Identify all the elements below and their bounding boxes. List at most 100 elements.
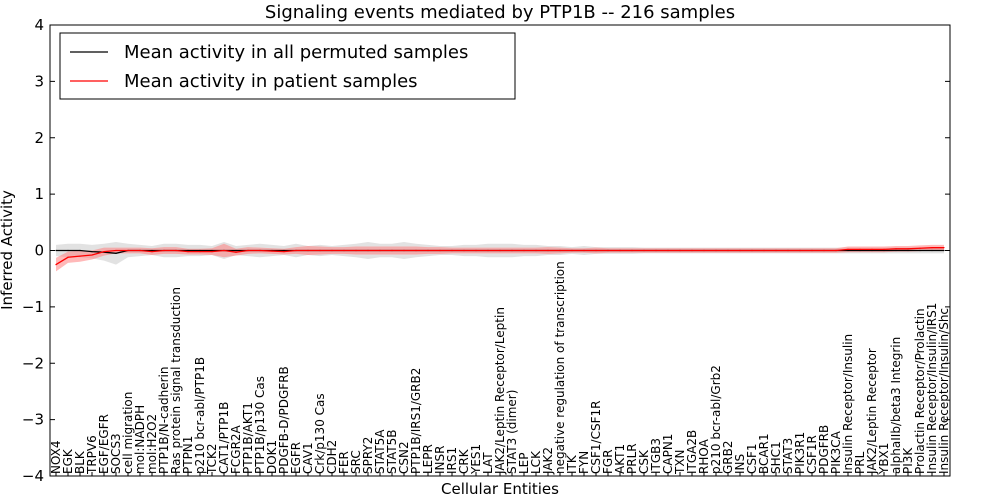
y-tick-label: −4 bbox=[22, 467, 44, 485]
x-tick-label: mol:NADPH bbox=[133, 405, 147, 474]
x-tick-label: JAK2/Leptin Receptor bbox=[865, 348, 879, 475]
series-point-1 bbox=[235, 251, 237, 253]
x-tick-label: PIK3R1 bbox=[793, 432, 807, 474]
x-tick-label: negative regulation of transcription bbox=[553, 261, 567, 474]
series-point-1 bbox=[799, 249, 801, 252]
x-tick-label: SHC1 bbox=[769, 441, 783, 474]
series-point-1 bbox=[811, 249, 813, 252]
x-tick-label: ITGA2B bbox=[685, 430, 699, 474]
series-point-1 bbox=[511, 249, 513, 252]
x-tick-label: ITK bbox=[565, 454, 579, 474]
series-point-1 bbox=[343, 249, 345, 252]
x-tick-label: FYN bbox=[577, 451, 591, 474]
series-point-0 bbox=[931, 249, 933, 252]
x-tick-label: EGF/EGFR bbox=[97, 414, 111, 474]
x-tick-label: STAT3 (dimer) bbox=[505, 390, 519, 474]
x-tick-label: PIK3CA bbox=[829, 430, 843, 474]
axes: −4 −3 −2 −1 0 1 2 3 4 NOX4EGKBLKTRPV6EGF/EGFRSOCS… bbox=[22, 16, 951, 485]
x-tick-label: IRS1 bbox=[445, 447, 459, 474]
x-tick-label: STAT5B bbox=[385, 430, 399, 475]
series-point-1 bbox=[367, 249, 369, 252]
series-point-1 bbox=[823, 249, 825, 252]
series-point-1 bbox=[703, 249, 705, 252]
series-point-0 bbox=[871, 249, 873, 252]
x-tick-label: PI3K bbox=[901, 447, 915, 474]
x-tick-label: EGFR bbox=[289, 442, 303, 474]
x-tick-label: INSR bbox=[433, 446, 447, 474]
series-point-1 bbox=[871, 248, 873, 250]
x-tick-label: PTP1B/IRS1/GRB2 bbox=[409, 368, 423, 474]
series-point-0 bbox=[907, 249, 909, 252]
legend-label-patient: Mean activity in patient samples bbox=[124, 71, 418, 92]
x-tick-label: EGK bbox=[61, 448, 75, 474]
x-tick-label: CAT1/PTP1B bbox=[217, 402, 231, 474]
x-tick-label: cell migration bbox=[121, 392, 135, 474]
y-tick-label: 3 bbox=[34, 72, 44, 90]
x-tick-label: BCAR1 bbox=[757, 433, 771, 474]
x-tick-label: LAT bbox=[481, 452, 495, 474]
series-point-1 bbox=[727, 249, 729, 252]
series-point-1 bbox=[499, 249, 501, 252]
legend-frame bbox=[59, 32, 516, 100]
legend-label-permuted: Mean activity in all permuted samples bbox=[124, 42, 468, 63]
x-tick-label: TXN bbox=[673, 449, 687, 475]
chart-title: Signaling events mediated by PTP1B -- 21… bbox=[265, 2, 735, 23]
x-tick-label: CAV1 bbox=[301, 442, 315, 474]
x-tick-label: SRC bbox=[349, 450, 363, 474]
x-tick-label: FGR bbox=[601, 449, 615, 474]
series-point-0 bbox=[79, 249, 81, 252]
x-tick-label: Crk/p130 Cas bbox=[313, 393, 327, 474]
series-point-1 bbox=[895, 248, 897, 250]
series-point-1 bbox=[631, 249, 633, 252]
series-point-1 bbox=[427, 249, 429, 252]
x-tick-label: YES1 bbox=[469, 444, 483, 475]
x-tick-label: CSF1 bbox=[745, 443, 759, 474]
series-point-0 bbox=[919, 249, 921, 252]
x-tick-label: TRPV6 bbox=[85, 435, 99, 475]
series-point-1 bbox=[151, 251, 153, 253]
series-point-1 bbox=[931, 247, 933, 249]
series-point-1 bbox=[451, 249, 453, 252]
x-tick-label: NOX4 bbox=[49, 440, 63, 474]
x-tick-label: FCGR2A bbox=[229, 424, 243, 474]
x-tick-label: JAK2/Leptin Receptor/Leptin bbox=[493, 307, 507, 475]
series-point-1 bbox=[919, 247, 921, 249]
series-point-0 bbox=[235, 249, 237, 252]
x-axis-label: Cellular Entities bbox=[441, 480, 559, 498]
series-point-1 bbox=[715, 249, 717, 252]
series-point-1 bbox=[319, 249, 321, 252]
x-tick-label: JAK2 bbox=[541, 447, 555, 475]
series-point-0 bbox=[115, 252, 117, 254]
x-tick-label: PDGFRB bbox=[817, 425, 831, 474]
series-point-0 bbox=[895, 249, 897, 252]
series-point-1 bbox=[583, 249, 585, 252]
x-tick-label: TCK2 bbox=[205, 443, 219, 475]
x-tick-label: Ras protein signal transduction bbox=[169, 287, 183, 474]
series-point-1 bbox=[655, 249, 657, 252]
x-tick-label: PTP1B/AKT1 bbox=[241, 402, 255, 474]
series-point-0 bbox=[859, 249, 861, 252]
series-point-1 bbox=[307, 249, 309, 252]
series-point-1 bbox=[679, 249, 681, 252]
x-tick-label: CSK bbox=[637, 449, 651, 474]
x-tick-label: CDH2 bbox=[325, 440, 339, 474]
series-point-1 bbox=[259, 249, 261, 252]
x-tick-label: LCK bbox=[529, 450, 543, 474]
series-point-1 bbox=[163, 249, 165, 252]
series-point-0 bbox=[151, 249, 153, 252]
y-axis-label: Inferred Activity bbox=[0, 190, 16, 310]
series-point-1 bbox=[559, 249, 561, 252]
x-tick-label: PRL bbox=[853, 451, 867, 474]
x-tick-label: CSN2 bbox=[397, 441, 411, 474]
y-tick-label: 4 bbox=[34, 16, 44, 34]
series-point-1 bbox=[739, 249, 741, 252]
series-point-1 bbox=[91, 254, 93, 256]
y-tick-label: 0 bbox=[34, 242, 44, 260]
series-point-1 bbox=[463, 249, 465, 252]
series-point-0 bbox=[91, 251, 93, 253]
x-tick-label: p210 bcr-abl/PTP1B bbox=[193, 357, 207, 474]
series-point-1 bbox=[175, 249, 177, 252]
series-point-0 bbox=[847, 249, 849, 252]
y-tick-label: −3 bbox=[22, 411, 44, 429]
y-tick-label: 1 bbox=[34, 185, 44, 203]
